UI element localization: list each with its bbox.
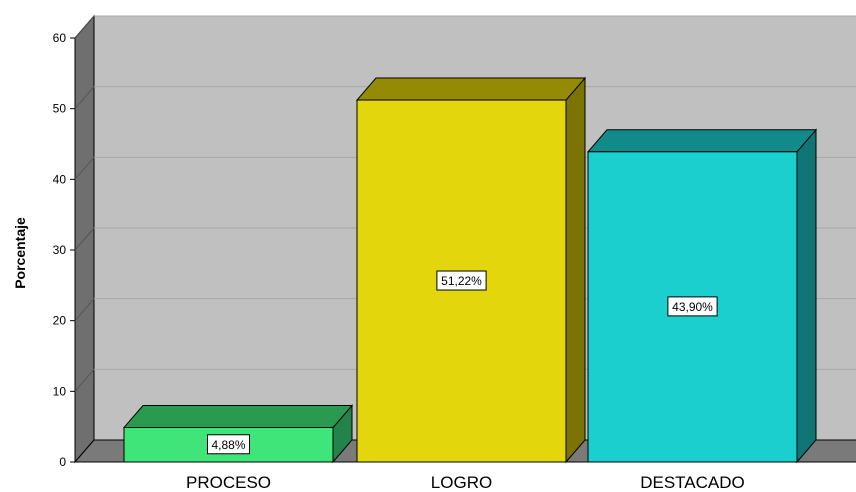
x-category-label: PROCESO: [186, 473, 271, 492]
data-label-box: [207, 434, 250, 455]
bar-proceso: 4,88%: [122, 404, 354, 464]
data-label: 43,90%: [667, 296, 718, 317]
y-tick-label: 10: [53, 384, 67, 398]
bars: 4,88% 51,22% 43,90%: [122, 76, 818, 464]
y-tick-label: 40: [53, 172, 67, 186]
data-label-box: [667, 296, 718, 317]
data-label: 51,22%: [436, 270, 487, 291]
bar-side: [796, 128, 817, 464]
gridline-side: [74, 15, 95, 39]
data-label-text: 43,90%: [672, 300, 713, 314]
y-tick-label: 20: [53, 314, 67, 328]
gridline-side: [74, 298, 95, 321]
bar-logro: 51,22%: [355, 76, 587, 464]
y-tick-label: 30: [53, 243, 67, 257]
gridline-side: [74, 157, 95, 180]
bar-side: [565, 76, 586, 464]
x-axis-categories: PROCESO LOGRO DESTACADO: [186, 473, 745, 492]
y-tick-label: 60: [53, 31, 67, 45]
data-label-text: 51,22%: [441, 274, 482, 288]
data-label: 4,88%: [207, 434, 250, 455]
x-category-label: DESTACADO: [640, 473, 745, 492]
bar-top: [586, 129, 818, 153]
y-tick-label: 50: [53, 102, 67, 116]
y-axis-ticks: 0 10 20 30 40 50 60: [53, 31, 75, 469]
x-category-label: LOGRO: [431, 473, 492, 492]
y-axis-title: Porcentaje: [12, 217, 28, 289]
gridline-side: [74, 369, 95, 392]
data-label-box: [436, 270, 487, 291]
data-label-text: 4,88%: [211, 438, 245, 452]
gridline-side: [74, 86, 95, 109]
y-tick-label: 0: [59, 455, 66, 469]
bar-top: [122, 405, 354, 429]
gridline-side: [74, 227, 95, 251]
bar-top: [355, 77, 587, 101]
bar-destacado: 43,90%: [586, 128, 818, 464]
